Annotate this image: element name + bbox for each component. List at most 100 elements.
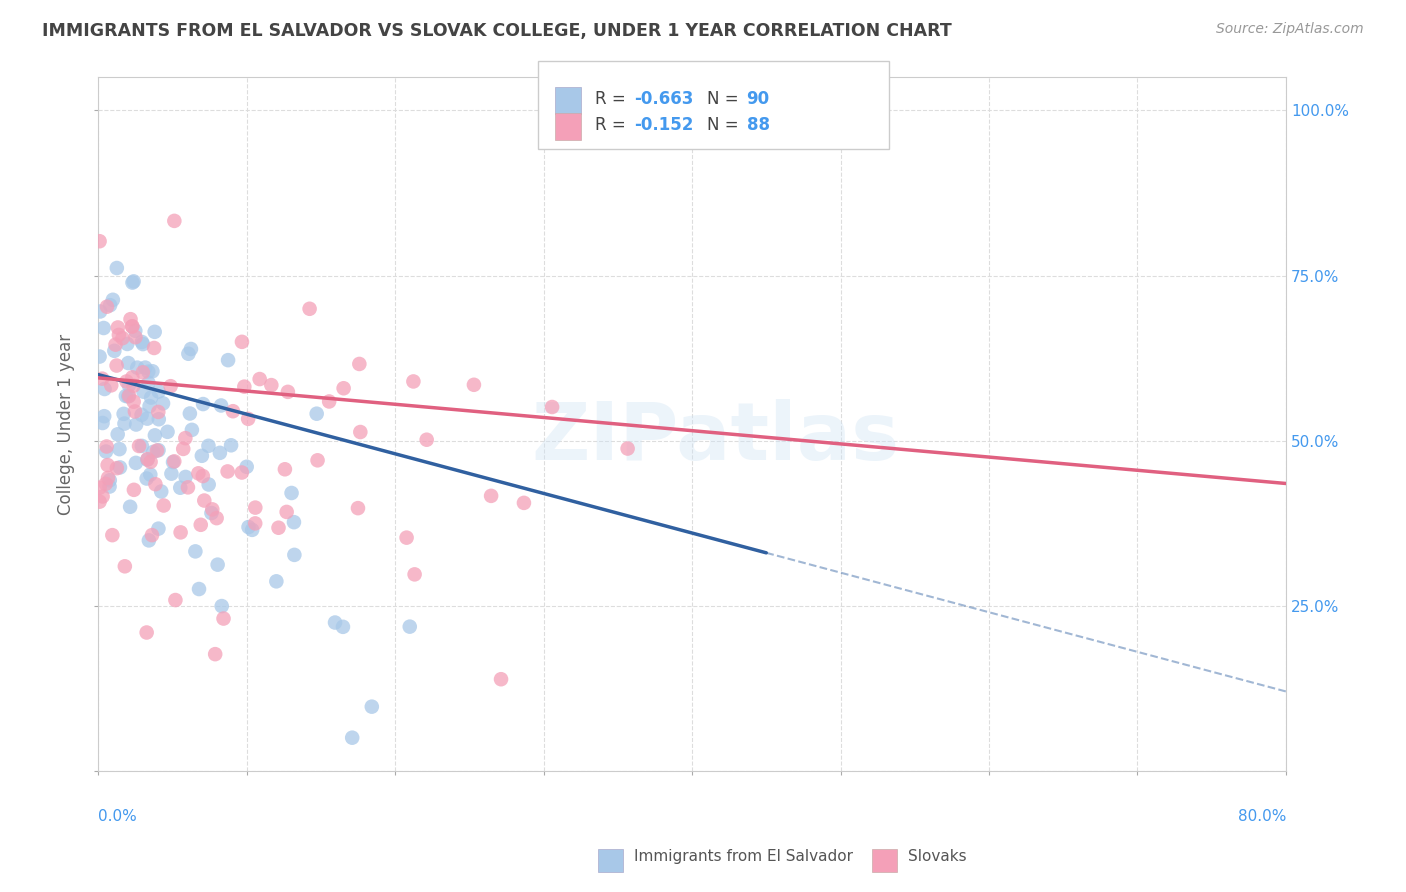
Point: [97, 471, 120, 485]
Point: [209, 399, 232, 413]
Point: [231, 334, 253, 349]
Point: [143, 341, 166, 355]
Point: [121, 276, 143, 290]
Point: [139, 455, 162, 469]
Point: [105, 359, 128, 373]
Point: [245, 516, 267, 531]
Text: R =: R =: [595, 90, 631, 108]
Text: 80.0%: 80.0%: [1237, 809, 1286, 824]
Point: [131, 439, 153, 453]
Point: [124, 330, 146, 344]
Point: [118, 389, 141, 403]
Point: [141, 364, 163, 378]
Point: [266, 574, 288, 589]
Point: [280, 486, 302, 500]
Point: [212, 611, 235, 625]
Point: [163, 214, 186, 228]
Point: [93, 321, 115, 335]
Point: [101, 528, 124, 542]
Point: [89, 234, 111, 248]
Point: [96, 440, 118, 454]
Point: [188, 582, 211, 596]
Point: [114, 559, 136, 574]
Point: [124, 404, 146, 418]
Point: [180, 342, 202, 356]
Point: [404, 567, 426, 582]
Point: [139, 391, 162, 405]
Point: [124, 324, 146, 338]
Point: [349, 425, 371, 439]
Point: [156, 425, 179, 439]
Point: [307, 453, 329, 467]
Point: [104, 337, 127, 351]
Point: [616, 442, 638, 456]
Point: [145, 477, 167, 491]
Point: [136, 365, 159, 379]
Point: [187, 467, 209, 481]
Point: [162, 455, 184, 469]
Text: 90: 90: [747, 90, 769, 108]
Point: [191, 449, 214, 463]
Point: [180, 423, 202, 437]
Point: [134, 360, 156, 375]
Point: [342, 731, 364, 745]
Point: [150, 484, 173, 499]
Point: [172, 442, 194, 456]
Point: [120, 312, 142, 326]
Point: [108, 327, 131, 342]
Point: [217, 465, 239, 479]
Point: [107, 427, 129, 442]
Point: [131, 408, 153, 422]
Point: [103, 343, 125, 358]
Point: [197, 477, 219, 491]
Point: [283, 515, 305, 529]
Point: [222, 404, 245, 418]
Point: [298, 301, 321, 316]
Point: [191, 469, 214, 483]
Point: [260, 378, 283, 392]
Text: Immigrants from El Salvador: Immigrants from El Salvador: [634, 849, 853, 864]
Point: [148, 443, 170, 458]
Point: [142, 445, 165, 459]
Point: [89, 304, 111, 318]
Point: [305, 407, 328, 421]
Point: [395, 531, 418, 545]
Point: [148, 384, 170, 399]
Point: [105, 461, 128, 475]
Point: [94, 476, 117, 491]
Point: [117, 356, 139, 370]
Point: [148, 522, 170, 536]
Point: [233, 379, 256, 393]
Point: [148, 405, 170, 419]
Point: [122, 394, 145, 409]
Point: [135, 471, 157, 485]
Point: [402, 375, 425, 389]
Point: [122, 483, 145, 497]
Point: [131, 334, 153, 349]
Point: [118, 378, 141, 392]
Point: [267, 521, 290, 535]
Y-axis label: College, Under 1 year: College, Under 1 year: [58, 334, 75, 515]
Point: [89, 494, 111, 508]
Point: [107, 320, 129, 334]
Point: [190, 517, 212, 532]
Point: [91, 490, 114, 504]
Point: [91, 371, 114, 385]
Point: [143, 428, 166, 442]
Point: [277, 384, 299, 399]
Text: R =: R =: [595, 116, 631, 134]
Point: [479, 489, 502, 503]
Point: [138, 376, 160, 390]
Point: [136, 452, 159, 467]
Point: [93, 382, 115, 396]
Point: [235, 459, 257, 474]
Point: [360, 699, 382, 714]
Point: [121, 319, 143, 334]
Point: [121, 319, 143, 334]
Text: N =: N =: [707, 90, 744, 108]
Point: [347, 501, 370, 516]
Point: [245, 500, 267, 515]
Point: [204, 647, 226, 661]
Point: [349, 357, 371, 371]
Point: [238, 520, 260, 534]
